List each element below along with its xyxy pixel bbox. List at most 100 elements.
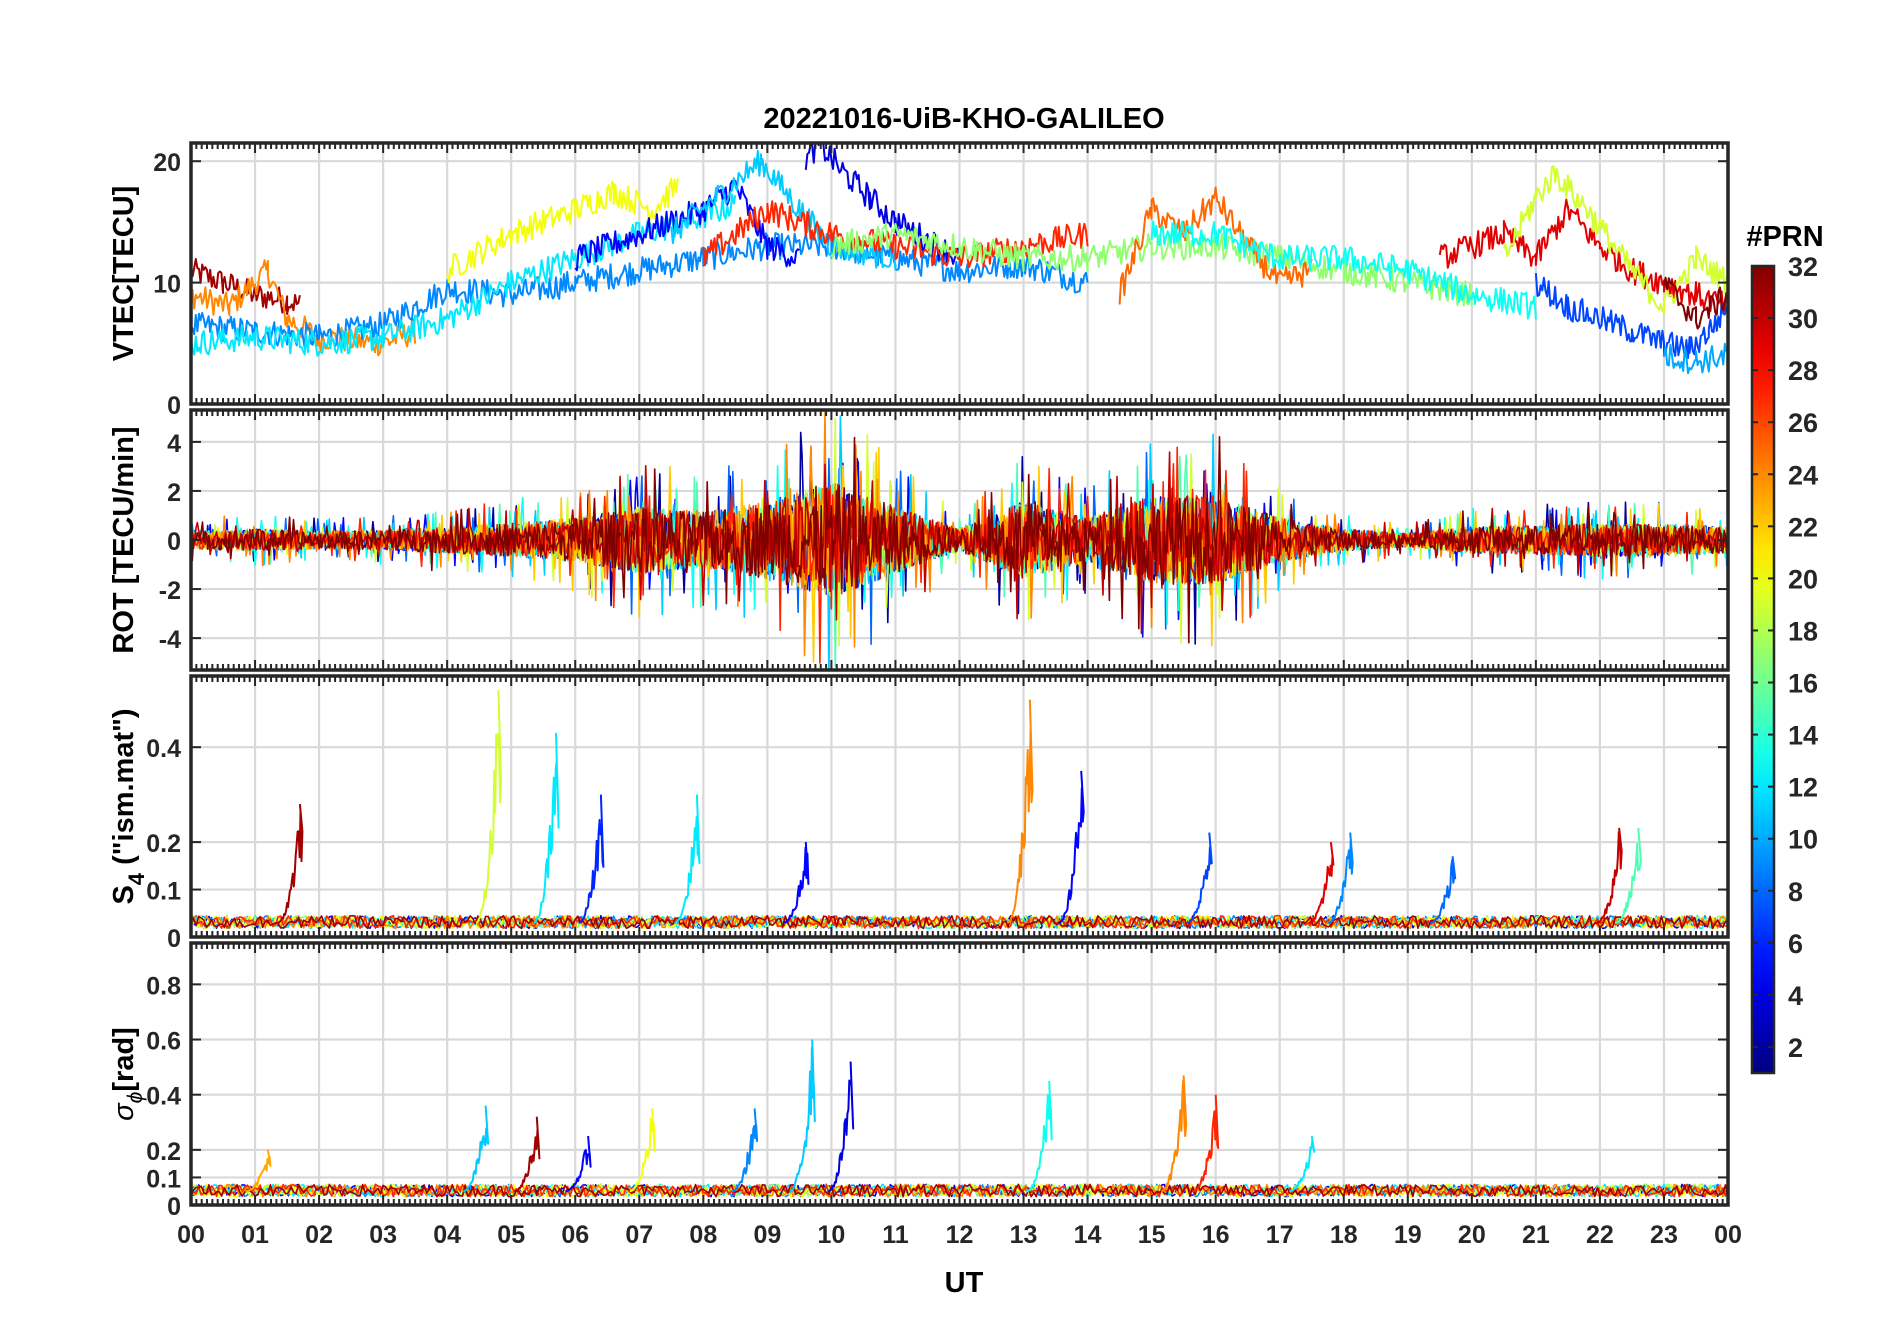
- panel-2-ylabel: ROT [TECU/min]: [108, 426, 140, 653]
- x-tick-label: 14: [1074, 1221, 1102, 1249]
- x-tick-labels: 00 01 02 03 04 05 06 07 08 09 10 11 12 13 14 15 16 17 18 19…: [177, 1221, 1742, 1249]
- panel-2-ytick-label: -2: [159, 577, 181, 605]
- x-tick-label: 19: [1394, 1221, 1422, 1249]
- x-tick-label: 20: [1458, 1221, 1486, 1249]
- panel-2-xticks: [190, 410, 1729, 670]
- x-tick-label: 05: [497, 1221, 525, 1249]
- x-tick-label: 16: [1202, 1221, 1230, 1249]
- colorbar-tick-label: 18: [1788, 616, 1818, 646]
- x-tick-label: 00: [1714, 1221, 1742, 1249]
- x-tick-label: 22: [1586, 1221, 1614, 1249]
- vtec-series-prn-25: [1118, 186, 1313, 305]
- panel-4-ytick-label: 0.6: [146, 1028, 181, 1056]
- panel-3-ytick-label: 0.2: [146, 830, 181, 858]
- panel-3-xticks: [190, 676, 1729, 937]
- x-tick-label: 13: [1010, 1221, 1038, 1249]
- panel-1-xticks: [190, 143, 1729, 404]
- vtec-series-prn-19: [1502, 165, 1728, 314]
- panel-1-series: [191, 143, 1728, 375]
- panel-3-ytick-label: 0: [167, 925, 181, 953]
- colorbar-tick-label: 28: [1788, 356, 1818, 386]
- vtec-series-prn-17: [830, 222, 1473, 307]
- x-tick-label: 02: [305, 1221, 333, 1249]
- spike-prn-12: [674, 794, 701, 924]
- spike-prn-29: [1308, 841, 1335, 924]
- x-tick-label: 15: [1138, 1221, 1166, 1249]
- colorbar-tick-label: 12: [1788, 773, 1818, 803]
- spike-prn-24: [1161, 1075, 1188, 1193]
- x-tick-label: 21: [1522, 1221, 1550, 1249]
- spike-prn-15: [1615, 827, 1642, 924]
- panel-2-series: [191, 411, 1728, 670]
- vtec-series-prn-5: [574, 179, 800, 272]
- vtec-series-prn-11: [670, 149, 897, 271]
- panel-4-ytick-label: 0.8: [146, 972, 181, 1000]
- spike-prn-12: [1289, 1135, 1316, 1193]
- spike-prn-19: [475, 690, 502, 924]
- spike-prn-5: [1058, 770, 1085, 924]
- spike-prn-8: [1430, 856, 1457, 924]
- colorbar-tick-label: 2: [1788, 1033, 1803, 1063]
- spike-prn-4: [828, 1061, 855, 1193]
- x-axis-label: UT: [945, 1267, 984, 1299]
- panel-1-ytick-label: 0: [167, 392, 181, 420]
- panel-4-ytick-label: 0: [167, 1193, 181, 1221]
- x-tick-label: 04: [433, 1221, 461, 1249]
- x-tick-label: 17: [1266, 1221, 1294, 1249]
- vtec-series-prn-13: [1150, 220, 1537, 320]
- panel-1-ylabel: VTEC[TECU]: [108, 186, 140, 362]
- x-tick-label: 06: [561, 1221, 589, 1249]
- x-tick-label: 00: [177, 1221, 205, 1249]
- spike-prn-5: [783, 842, 810, 924]
- x-tick-label: 08: [689, 1221, 717, 1249]
- panel-3-ytick-label: 0.4: [146, 735, 181, 763]
- panel-2-ytick-label: -4: [159, 626, 181, 654]
- spike-prn-9: [732, 1108, 759, 1193]
- vtec-series-prn-20: [446, 177, 679, 284]
- panel-4-ytick-label: 0.4: [146, 1083, 181, 1111]
- x-tick-label: 10: [818, 1221, 846, 1249]
- panel-4-ytick-label: 0.2: [146, 1138, 181, 1166]
- spike-prn-24: [1007, 699, 1034, 924]
- baseline-prn-27: [191, 1183, 1728, 1198]
- spike-prn-7: [1186, 832, 1213, 924]
- spike-prn-31: [277, 804, 304, 924]
- colorbar-tick-label: 4: [1788, 981, 1803, 1011]
- x-tick-label: 03: [369, 1221, 397, 1249]
- spike-prn-12: [533, 732, 560, 924]
- rot-series-prn-32: [191, 436, 1728, 644]
- spike-prn-20: [629, 1108, 656, 1193]
- colorbar-label: #PRN: [1746, 221, 1823, 253]
- figure-title: 20221016-UiB-KHO-GALILEO: [763, 103, 1164, 135]
- spike-prn-9: [1327, 832, 1354, 924]
- spike-prn-23: [245, 1149, 272, 1193]
- panel-4-ylabel: σϕ[rad]: [108, 1027, 147, 1121]
- panel-2-ytick-label: 4: [167, 430, 181, 458]
- spike-prn-31: [514, 1116, 541, 1193]
- spike-prn-11: [463, 1105, 490, 1193]
- x-tick-label: 12: [946, 1221, 974, 1249]
- x-tick-label: 01: [241, 1221, 269, 1249]
- colorbar-tick-label: 6: [1788, 929, 1803, 959]
- baseline-prn-31: [191, 914, 1728, 930]
- x-tick-label: 07: [625, 1221, 653, 1249]
- vtec-series-prn-29: [1438, 198, 1728, 313]
- panel-3-series: [191, 690, 1728, 930]
- spike-prn-13: [1026, 1080, 1053, 1193]
- colorbar-tick-label: 14: [1788, 721, 1818, 751]
- panel-1-ytick-label: 20: [153, 149, 181, 177]
- panel-2-ytick-label: 0: [167, 528, 181, 556]
- vtec-series-prn-7: [1534, 273, 1728, 360]
- colorbar-tick-label: 10: [1788, 825, 1818, 855]
- panel-3-ytick-label: 0.1: [146, 878, 181, 906]
- colorbar-tick-label: 16: [1788, 669, 1818, 699]
- spike-prn-6: [578, 794, 605, 924]
- panel-1-ytick-label: 10: [153, 271, 181, 299]
- colorbar-bar: [1750, 264, 1776, 1075]
- spike-prn-30: [1596, 827, 1623, 924]
- x-tick-label: 23: [1650, 1221, 1678, 1249]
